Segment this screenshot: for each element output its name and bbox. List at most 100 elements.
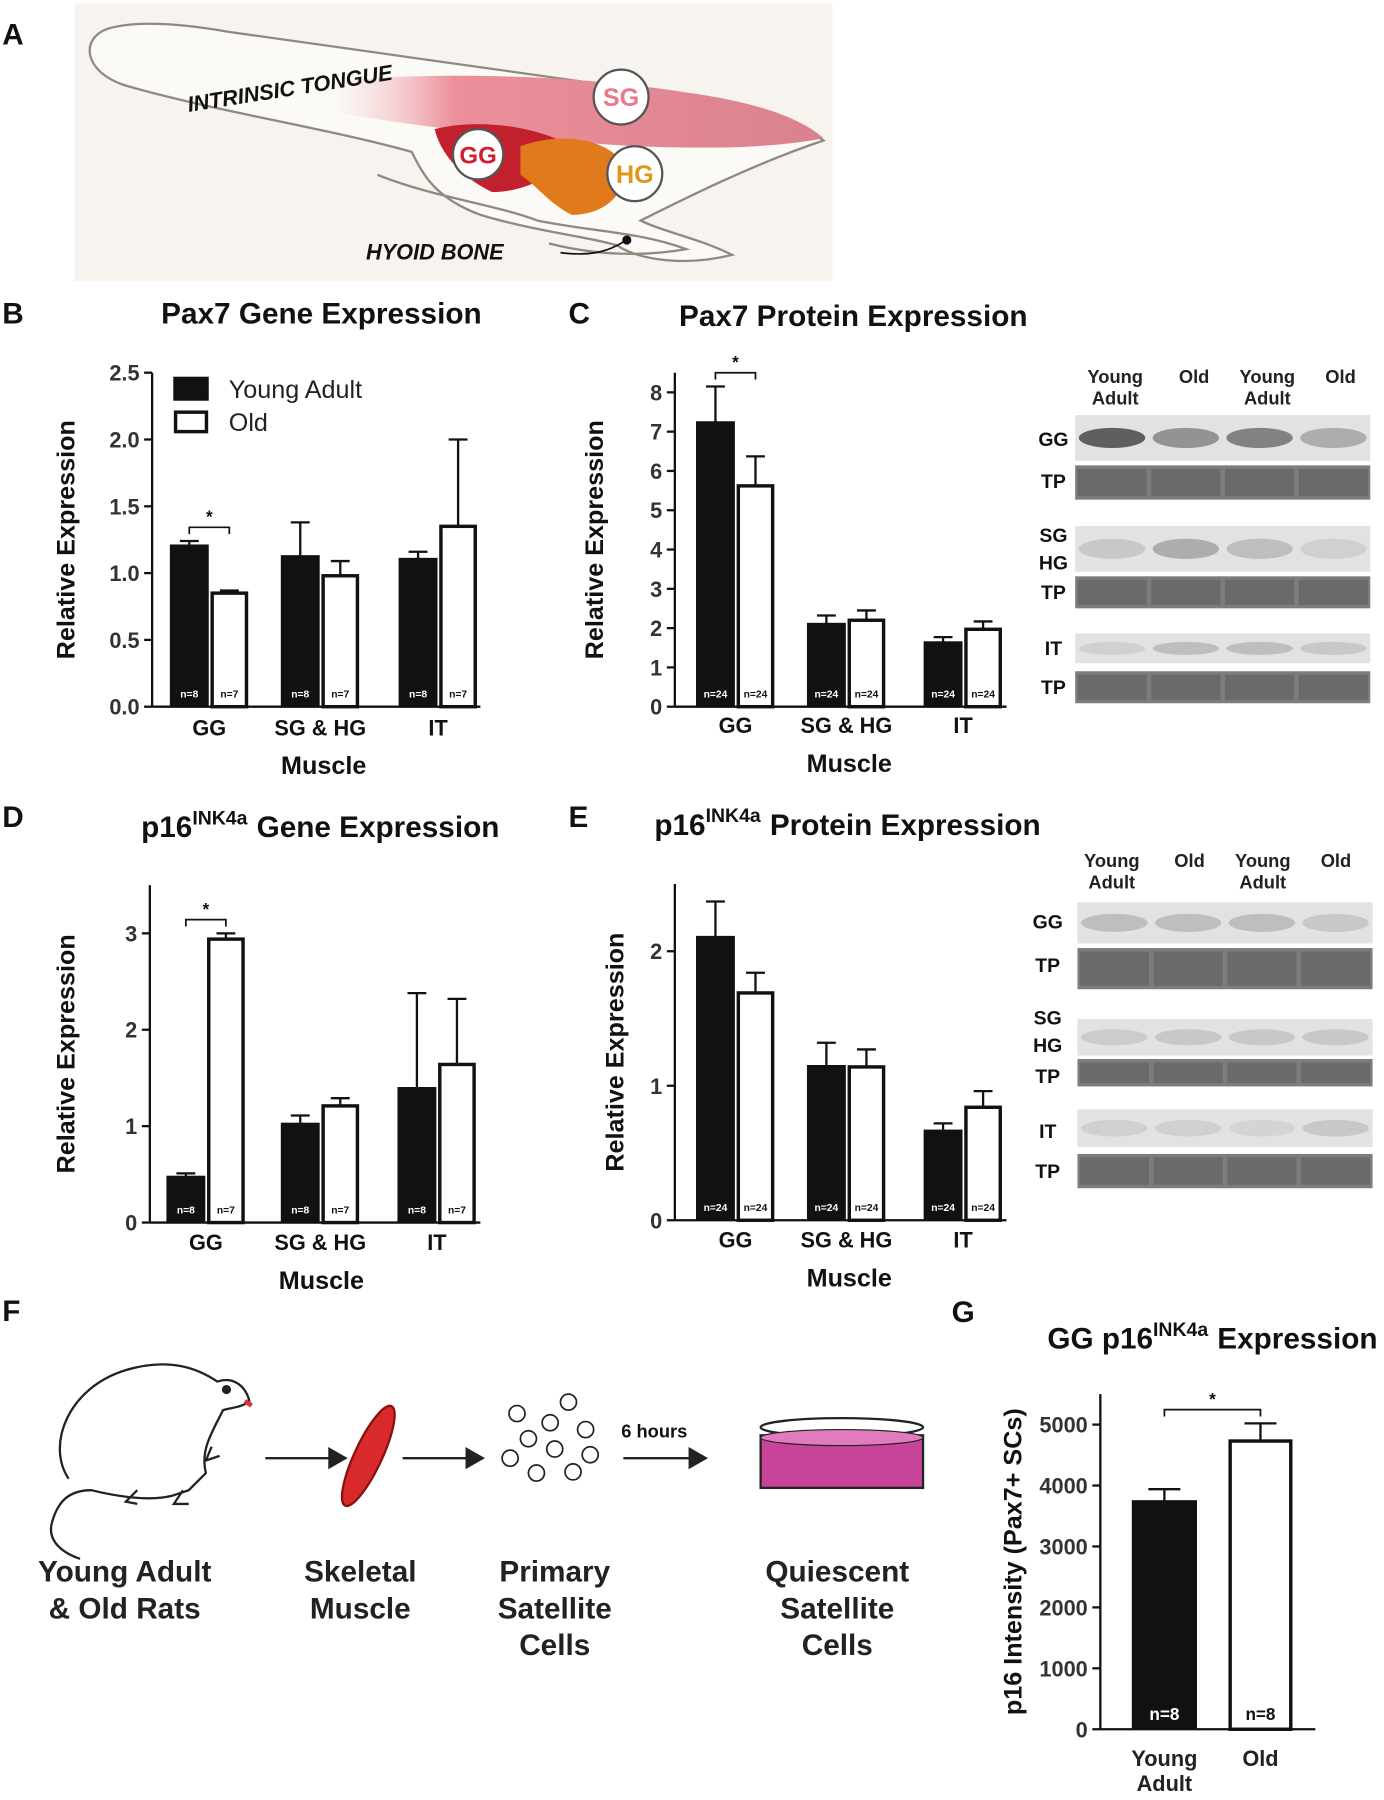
lane-label-box: Old — [1321, 852, 1352, 871]
y-tick-label: 3000 — [1039, 1534, 1087, 1559]
bar — [397, 1087, 437, 1224]
blot-lane — [1225, 674, 1295, 700]
blot-row-label: HG — [1033, 1035, 1062, 1057]
step-label-box: Skeletal Muscle — [304, 1554, 416, 1625]
blot-strip — [1077, 902, 1373, 944]
blot-row-label: HG — [1039, 552, 1068, 574]
y-tick-label: 8 — [650, 380, 662, 405]
blot-band — [1300, 538, 1367, 559]
blot-band — [1300, 641, 1367, 655]
blot-row-label: SG — [1034, 1008, 1062, 1030]
bar — [1131, 1500, 1197, 1730]
sg-circle — [592, 68, 650, 126]
significance-bracket — [188, 526, 231, 535]
y-tick-label: 2 — [650, 616, 662, 641]
title-text: p16 — [141, 811, 192, 844]
y-tick-label: 1.5 — [109, 494, 139, 519]
bar — [438, 1062, 476, 1225]
blot-lane — [1298, 674, 1368, 700]
y-tick-label: 3 — [125, 921, 137, 946]
bar — [696, 421, 735, 708]
n-label: n=8 — [177, 1205, 195, 1216]
panel-letter: E — [568, 801, 588, 834]
bar — [923, 1129, 963, 1221]
x-tick-label: GG — [192, 715, 226, 740]
bar — [806, 622, 846, 708]
hyoid-pointer — [622, 235, 632, 245]
step-label: Young Adult & Old Rats — [37, 1554, 212, 1626]
blot-band — [1302, 1119, 1369, 1137]
annotation: HYOID BONE — [366, 239, 505, 264]
blot-band — [1081, 1029, 1148, 1046]
bar — [847, 1065, 886, 1222]
blot-band — [1154, 913, 1222, 932]
y-tick-label: 2000 — [1039, 1595, 1087, 1620]
n-label: n=24 — [855, 690, 879, 701]
y-tick-label: 0.5 — [109, 628, 139, 653]
blot-lane — [1077, 468, 1147, 497]
n-label: n=24 — [815, 1203, 839, 1214]
x-tick-label: Young Adult — [1131, 1747, 1198, 1797]
arrow-head — [465, 1447, 485, 1470]
blot-row-label: TP — [1035, 1066, 1060, 1088]
blot-lane — [1301, 1157, 1371, 1185]
blot-lane — [1077, 579, 1147, 605]
lane-label: Old — [1174, 851, 1205, 872]
lane-label-box: Young Adult — [1083, 851, 1140, 894]
bar — [280, 1122, 320, 1224]
dish-medium — [760, 1429, 924, 1447]
lane-label-box: Old — [1174, 851, 1205, 872]
gg-circle — [451, 127, 505, 181]
bar — [736, 991, 775, 1222]
blot-lane — [1298, 468, 1368, 497]
y-tick-label: 5 — [650, 498, 662, 523]
blot-row-label: IT — [1039, 1121, 1056, 1143]
x-tick-label-box: Young Adult — [1131, 1747, 1198, 1797]
lane-label: Old — [1325, 368, 1356, 388]
x-tick-label: SG & HG — [801, 1228, 893, 1253]
y-tick-label: 2.0 — [109, 428, 139, 453]
n-label: n=24 — [744, 1203, 768, 1214]
y-tick-label: 0 — [125, 1211, 137, 1236]
tongue-illustration: SG GG HG INTRINSIC TONGUE HYOID BONE — [74, 3, 833, 282]
blot-band — [1226, 641, 1293, 655]
x-tick-label: SG & HG — [801, 713, 893, 738]
n-label: n=24 — [971, 690, 995, 701]
y-tick-label: 1000 — [1039, 1656, 1087, 1681]
blot-row-label: SG — [1039, 525, 1067, 547]
y-tick-label: 2 — [650, 939, 662, 964]
blot-lane — [1153, 1157, 1223, 1185]
bar — [1228, 1439, 1293, 1731]
chart-title: Pax7 Gene Expression — [161, 298, 481, 331]
title-text: Pax7 Gene Expression — [161, 298, 481, 331]
significance-label: * — [1209, 1389, 1216, 1409]
x-axis-label: Muscle — [807, 1265, 892, 1293]
y-tick-label: 7 — [650, 420, 662, 445]
title-superscript: INK4a — [1153, 1319, 1208, 1341]
blot-band — [1154, 1119, 1222, 1137]
n-label: n=8 — [291, 1205, 309, 1216]
significance-bracket — [185, 918, 227, 927]
panel-letter: B — [2, 298, 23, 331]
blot-row-label: GG — [1038, 429, 1068, 451]
x-tick-label-box: Old — [1242, 1747, 1279, 1772]
title-superscript: INK4a — [706, 805, 761, 827]
n-label: n=7 — [331, 1205, 349, 1216]
n-label: n=7 — [217, 1205, 235, 1216]
bar — [964, 627, 1002, 709]
hyoid-leader — [560, 240, 625, 255]
y-tick-label: 0 — [1076, 1717, 1088, 1742]
blot-band — [1154, 1029, 1222, 1046]
n-label: n=24 — [815, 690, 839, 701]
lane-label-box: Old — [1325, 368, 1356, 388]
blot-lane — [1079, 1062, 1149, 1084]
rat-tongue — [243, 1399, 253, 1408]
lane-label: Young Adult — [1083, 851, 1140, 894]
bar — [321, 1104, 360, 1225]
bar — [439, 524, 477, 709]
blot-band — [1226, 538, 1293, 559]
x-tick-label: Old — [1242, 1747, 1279, 1772]
x-axis-label: Muscle — [281, 752, 366, 780]
blot-lane — [1079, 951, 1149, 986]
